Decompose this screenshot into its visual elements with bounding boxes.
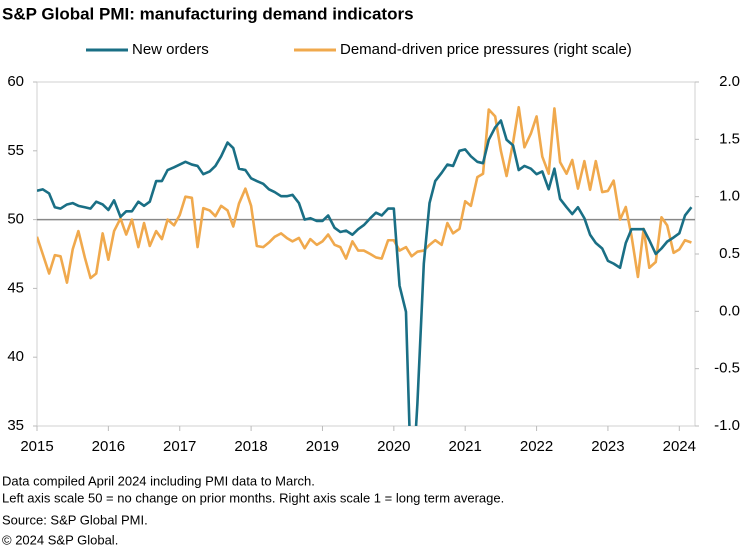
y2-tick-label: 2.0 <box>719 73 740 90</box>
footnote: Left axis scale 50 = no change on prior … <box>2 490 504 505</box>
y-tick-label: 45 <box>7 279 24 296</box>
y-tick-label: 55 <box>7 142 24 159</box>
y2-tick-label: -0.5 <box>714 360 740 377</box>
chart-title: S&P Global PMI: manufacturing demand ind… <box>2 4 414 23</box>
y-tick-label: 40 <box>7 348 24 365</box>
x-tick-label: 2023 <box>591 438 624 455</box>
x-tick-label: 2017 <box>163 438 196 455</box>
plot-frame <box>36 81 696 427</box>
x-tick-label: 2019 <box>306 438 339 455</box>
x-tick-label: 2020 <box>377 438 410 455</box>
footnote: Data compiled April 2024 including PMI d… <box>2 473 315 488</box>
y2-tick-label: 1.0 <box>719 188 740 205</box>
footnote: © 2024 S&P Global. <box>2 532 118 547</box>
y2-tick-label: 0.5 <box>719 245 740 262</box>
y-tick-label: 50 <box>7 211 24 228</box>
plot-area <box>37 105 693 426</box>
y2-tick-label: 1.5 <box>719 130 740 147</box>
series-line <box>37 105 692 284</box>
y2-tick-label: -1.0 <box>714 417 740 434</box>
x-tick-label: 2018 <box>234 438 267 455</box>
x-tick-label: 2021 <box>449 438 482 455</box>
y-tick-label: 60 <box>7 73 24 90</box>
y2-tick-label: 0.0 <box>719 302 740 319</box>
x-tick-label: 2016 <box>92 438 125 455</box>
x-tick-label: 2015 <box>20 438 53 455</box>
legend-label: New orders <box>132 41 209 58</box>
series-line <box>37 119 693 426</box>
x-tick-label: 2022 <box>520 438 553 455</box>
y-tick-label: 35 <box>7 417 24 434</box>
x-tick-label: 2024 <box>663 438 696 455</box>
footnote: Source: S&P Global PMI. <box>2 512 148 527</box>
legend-label: Demand-driven price pressures (right sca… <box>340 41 632 58</box>
